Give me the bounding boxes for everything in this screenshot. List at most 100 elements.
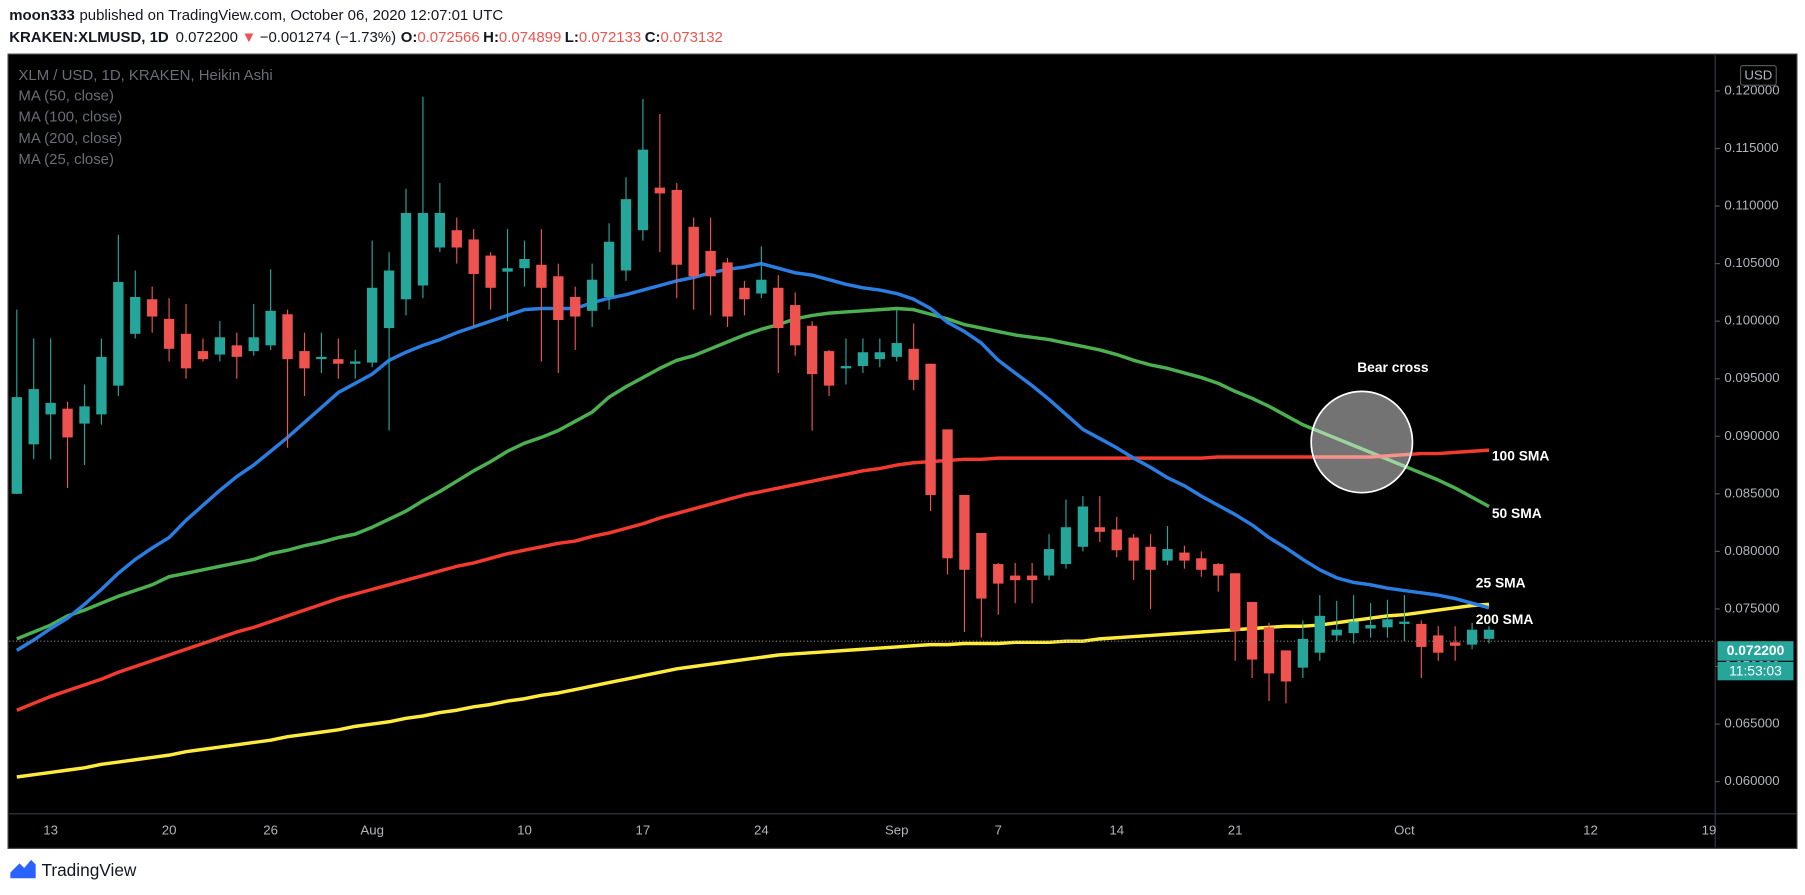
- x-tick-label: 21: [1228, 823, 1243, 838]
- candle-body: [586, 279, 598, 311]
- candle-body: [806, 325, 818, 375]
- candle-body: [857, 352, 869, 367]
- candle-body: [96, 356, 107, 415]
- candle-body: [113, 282, 124, 386]
- candle-body: [62, 408, 73, 438]
- y-tick-label: 0.065000: [1724, 716, 1779, 731]
- candle-body: [1416, 623, 1427, 647]
- brand: TradingView: [41, 860, 136, 880]
- legend-entry: MA (200, close): [18, 130, 122, 147]
- bear-cross-circle: [1310, 390, 1414, 494]
- tradingview-logo: TradingView: [10, 859, 137, 880]
- published-text: published on TradingView.com, October 06…: [79, 7, 503, 24]
- candle-body: [333, 359, 344, 364]
- author: moon333: [9, 7, 75, 24]
- candle-body: [823, 351, 835, 386]
- candle-body: [1314, 615, 1325, 653]
- candle-body: [1348, 621, 1359, 634]
- x-tick-label: 10: [517, 823, 532, 838]
- legend-entry: MA (50, close): [18, 88, 114, 105]
- y-tick-label: 0.095000: [1724, 370, 1779, 385]
- candle-body: [637, 149, 649, 231]
- candle-body: [1145, 546, 1156, 570]
- candle-body: [1365, 625, 1376, 629]
- y-tick-label: 0.110000: [1724, 198, 1778, 213]
- plot: 0.0600000.0650000.0700000.0750000.080000…: [11, 82, 1780, 838]
- x-tick-label: Oct: [1394, 823, 1415, 838]
- ma-line: [16, 306, 1490, 641]
- candle-body: [468, 239, 479, 274]
- candle-body: [908, 348, 919, 380]
- unit-box: [1739, 65, 1777, 86]
- overlay: MA (50, close) MA (100, close) MA (200, cl…: [9, 88, 1794, 681]
- candle-body: [976, 532, 987, 599]
- x-tick-label: 24: [754, 823, 769, 838]
- candle-body: [1399, 621, 1410, 624]
- candle-body: [1213, 564, 1224, 576]
- chart-panel: [7, 53, 1798, 849]
- candle-body: [1466, 629, 1478, 645]
- candle-body: [1331, 629, 1342, 636]
- candle-body: [180, 333, 192, 369]
- close-value: 0.073132: [660, 29, 722, 46]
- candle-body: [790, 305, 801, 346]
- candle-body: [840, 366, 852, 369]
- candle-body: [773, 287, 784, 329]
- candle-body: [993, 564, 1004, 584]
- symbol: KRAKEN:XLMUSD, 1D: [9, 29, 169, 46]
- candle-body: [553, 276, 564, 321]
- x-tick-label: Sep: [885, 823, 909, 838]
- y-tick-label: 0.115000: [1724, 140, 1778, 155]
- candle-body: [451, 230, 462, 248]
- y-tick-label: 0.080000: [1724, 543, 1779, 558]
- candle-body: [722, 262, 733, 317]
- high-label: H:: [483, 29, 499, 46]
- x-tick-label: 13: [43, 823, 58, 838]
- candle-body: [28, 389, 39, 445]
- candle-body: [1246, 602, 1258, 660]
- annotation: 200 SMA: [1476, 611, 1534, 627]
- candle-body: [383, 270, 395, 329]
- candle-body: [1449, 642, 1461, 646]
- candle-body: [316, 356, 327, 360]
- unit-label: USD: [1744, 67, 1772, 82]
- candle-body: [570, 296, 581, 317]
- candle-body: [485, 255, 496, 288]
- candle-body: [265, 310, 276, 346]
- candle-body: [1077, 506, 1089, 547]
- ma-line: [16, 448, 1490, 712]
- candle-body: [502, 268, 513, 272]
- ma-line: [16, 602, 1490, 779]
- candle-body: [1280, 650, 1292, 682]
- candle-body: [79, 406, 90, 424]
- arrow: ▼: [241, 29, 256, 46]
- candle-body: [1433, 635, 1444, 653]
- candle-body: [434, 212, 446, 248]
- countdown-box: [1717, 661, 1794, 681]
- y-tick-label: 0.075000: [1724, 600, 1779, 615]
- candle-body: [1026, 575, 1038, 581]
- candle-body: [147, 299, 158, 317]
- annotation: 25 SMA: [1476, 574, 1526, 590]
- open-value: 0.072566: [417, 29, 479, 46]
- candle-body: [1010, 575, 1021, 581]
- x-tick-label: 19: [1702, 823, 1717, 838]
- x-tick-label: 12: [1583, 823, 1598, 838]
- candle-body: [214, 337, 226, 355]
- candle-body: [671, 189, 682, 265]
- y-tick-label: 0.085000: [1724, 485, 1779, 500]
- candle-body: [536, 264, 547, 288]
- annotation: Bear cross: [1357, 359, 1429, 375]
- candle-body: [1179, 552, 1190, 561]
- candle-body: [1060, 527, 1072, 565]
- candle-body: [45, 402, 56, 415]
- x-tick-label: 20: [162, 823, 177, 838]
- candle-body: [400, 212, 412, 300]
- candle-body: [739, 287, 750, 300]
- x-tick-label: 26: [263, 823, 278, 838]
- change: −0.001274 (−1.73%): [260, 29, 396, 46]
- ma-line: [15, 261, 1490, 652]
- candle-body: [350, 361, 361, 364]
- candle-body: [1297, 638, 1309, 668]
